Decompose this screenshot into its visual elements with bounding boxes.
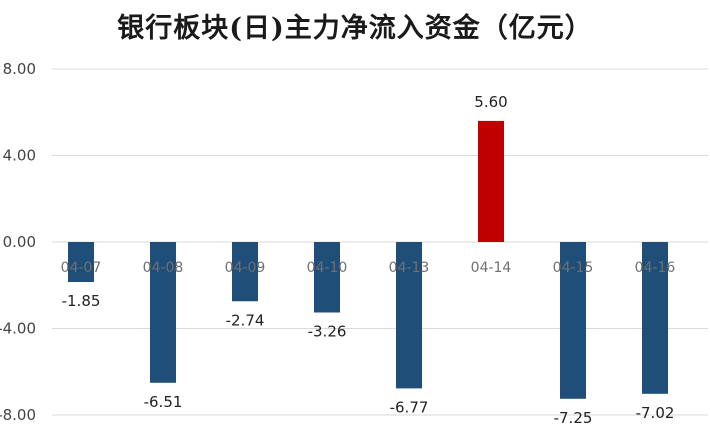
y-axis-ticks: 8.00 4.00 0.00 -4.00 -8.00 [0, 60, 36, 424]
data-label: -7.25 [554, 409, 593, 427]
x-tick-label: 04-07 [61, 260, 102, 276]
bar [642, 242, 668, 394]
x-tick-label: 04-08 [143, 260, 184, 276]
bar [232, 242, 258, 302]
data-label: -1.85 [62, 292, 101, 310]
bar [150, 242, 176, 383]
x-tick-label: 04-09 [225, 260, 266, 276]
x-tick-label: 04-16 [635, 260, 676, 276]
x-tick-label: 04-15 [553, 260, 594, 276]
data-label: -7.02 [636, 404, 675, 422]
data-labels: -1.85 -6.51 -2.74 -3.26 -6.77 5.60 -7.25 -7.02 [62, 93, 675, 427]
x-tick-label: 04-10 [307, 260, 348, 276]
category-labels: 04-07 04-08 04-09 04-10 04-13 04-14 04-15 04-16 [61, 260, 676, 276]
y-tick-label: -4.00 [0, 320, 36, 338]
chart-title: 银行板块(日)主力净流入资金（亿元） [117, 13, 593, 44]
bars [68, 120, 668, 399]
y-tick-label: -8.00 [0, 406, 36, 424]
bar [396, 242, 422, 389]
data-label: -2.74 [226, 311, 265, 329]
data-label: -6.51 [144, 393, 183, 411]
data-label: -3.26 [308, 322, 347, 340]
bar [68, 242, 94, 283]
x-tick-label: 04-14 [471, 260, 512, 276]
bar [478, 120, 504, 242]
bar [314, 242, 340, 313]
data-label: 5.60 [474, 93, 507, 111]
y-tick-label: 4.00 [3, 147, 36, 165]
x-tick-label: 04-13 [389, 260, 430, 276]
bar [560, 242, 586, 399]
y-tick-label: 8.00 [3, 60, 36, 78]
data-label: -6.77 [390, 398, 429, 416]
y-tick-label: 0.00 [3, 233, 36, 251]
